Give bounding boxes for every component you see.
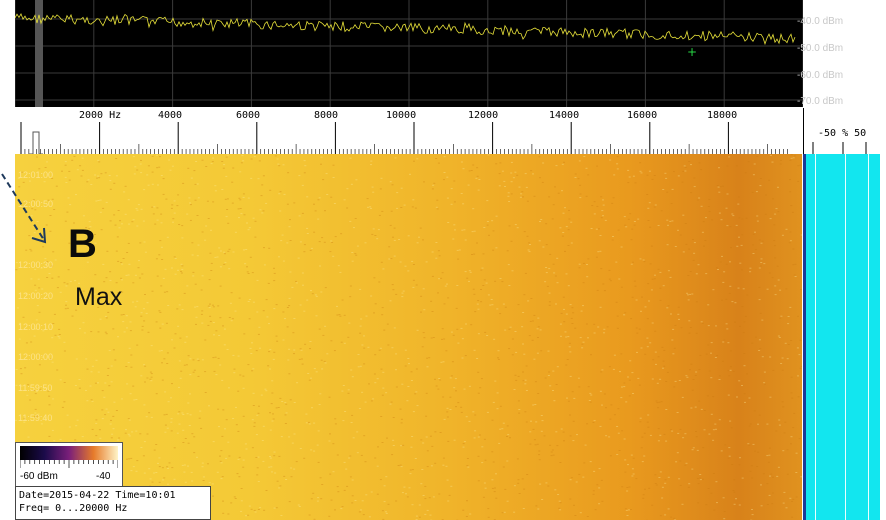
annotation-letter: B bbox=[68, 222, 97, 266]
color-legend: -60 dBm -40 bbox=[15, 442, 123, 488]
db-label: -50.0 dBm bbox=[797, 43, 844, 54]
scale-line bbox=[845, 154, 846, 520]
db-label: -40.0 dBm bbox=[797, 16, 844, 27]
waterfall-display[interactable]: 12:01:00 12:00:50 12:00:30 12:00:20 12:0… bbox=[15, 154, 802, 520]
info-freq-range: Freq= 0...20000 Hz bbox=[19, 503, 128, 514]
time-label: 12:00:00 bbox=[18, 352, 54, 362]
legend-gradient bbox=[20, 446, 118, 460]
time-label: 12:00:20 bbox=[18, 291, 54, 301]
waterfall-texture bbox=[15, 154, 802, 520]
freq-label: 18000 bbox=[707, 110, 738, 121]
time-label: 12:00:50 bbox=[18, 199, 54, 209]
info-date-time: Date=2015-04-22 Time=10:01 bbox=[19, 490, 176, 501]
scale-line bbox=[815, 154, 816, 520]
side-level-panel[interactable] bbox=[803, 154, 880, 520]
time-label: 12:00:10 bbox=[18, 322, 54, 332]
legend-min: -60 dBm bbox=[20, 471, 58, 482]
side-scale[interactable]: -50 % 50 bbox=[803, 108, 880, 154]
spectrum-trace: + bbox=[15, 0, 803, 107]
freq-label: 6000 bbox=[236, 110, 261, 121]
freq-label: 14000 bbox=[549, 110, 580, 121]
annotation-text: Max bbox=[75, 283, 123, 311]
annotation-arrow-icon bbox=[1, 173, 47, 244]
freq-label: 16000 bbox=[627, 110, 658, 121]
svg-text:+: + bbox=[687, 45, 697, 59]
db-label: -60.0 dBm bbox=[797, 70, 844, 81]
freq-label: 8000 bbox=[314, 110, 339, 121]
freq-label: 2000 Hz bbox=[79, 110, 122, 121]
side-scale-label: -50 % 50 bbox=[818, 128, 867, 139]
freq-label: 4000 bbox=[158, 110, 183, 121]
spectrum-panel[interactable]: + bbox=[15, 0, 803, 107]
time-label: 12:00:30 bbox=[18, 260, 54, 270]
time-label: 11:59:40 bbox=[18, 413, 53, 423]
time-label: 11:59:50 bbox=[18, 383, 53, 393]
scale-line bbox=[868, 154, 869, 520]
db-label: -70.0 dBm bbox=[797, 96, 844, 107]
time-label: 12:01:00 bbox=[18, 170, 54, 180]
legend-ticks bbox=[20, 460, 118, 468]
frequency-ruler[interactable]: 2000 Hz 4000 6000 8000 10000 12000 14000… bbox=[15, 108, 801, 154]
freq-label: 10000 bbox=[386, 110, 417, 121]
ruler-ticks bbox=[20, 122, 788, 154]
freq-label: 12000 bbox=[468, 110, 499, 121]
legend-max: -40 bbox=[96, 471, 111, 482]
info-box: Date=2015-04-22 Time=10:01 Freq= 0...200… bbox=[15, 486, 211, 520]
